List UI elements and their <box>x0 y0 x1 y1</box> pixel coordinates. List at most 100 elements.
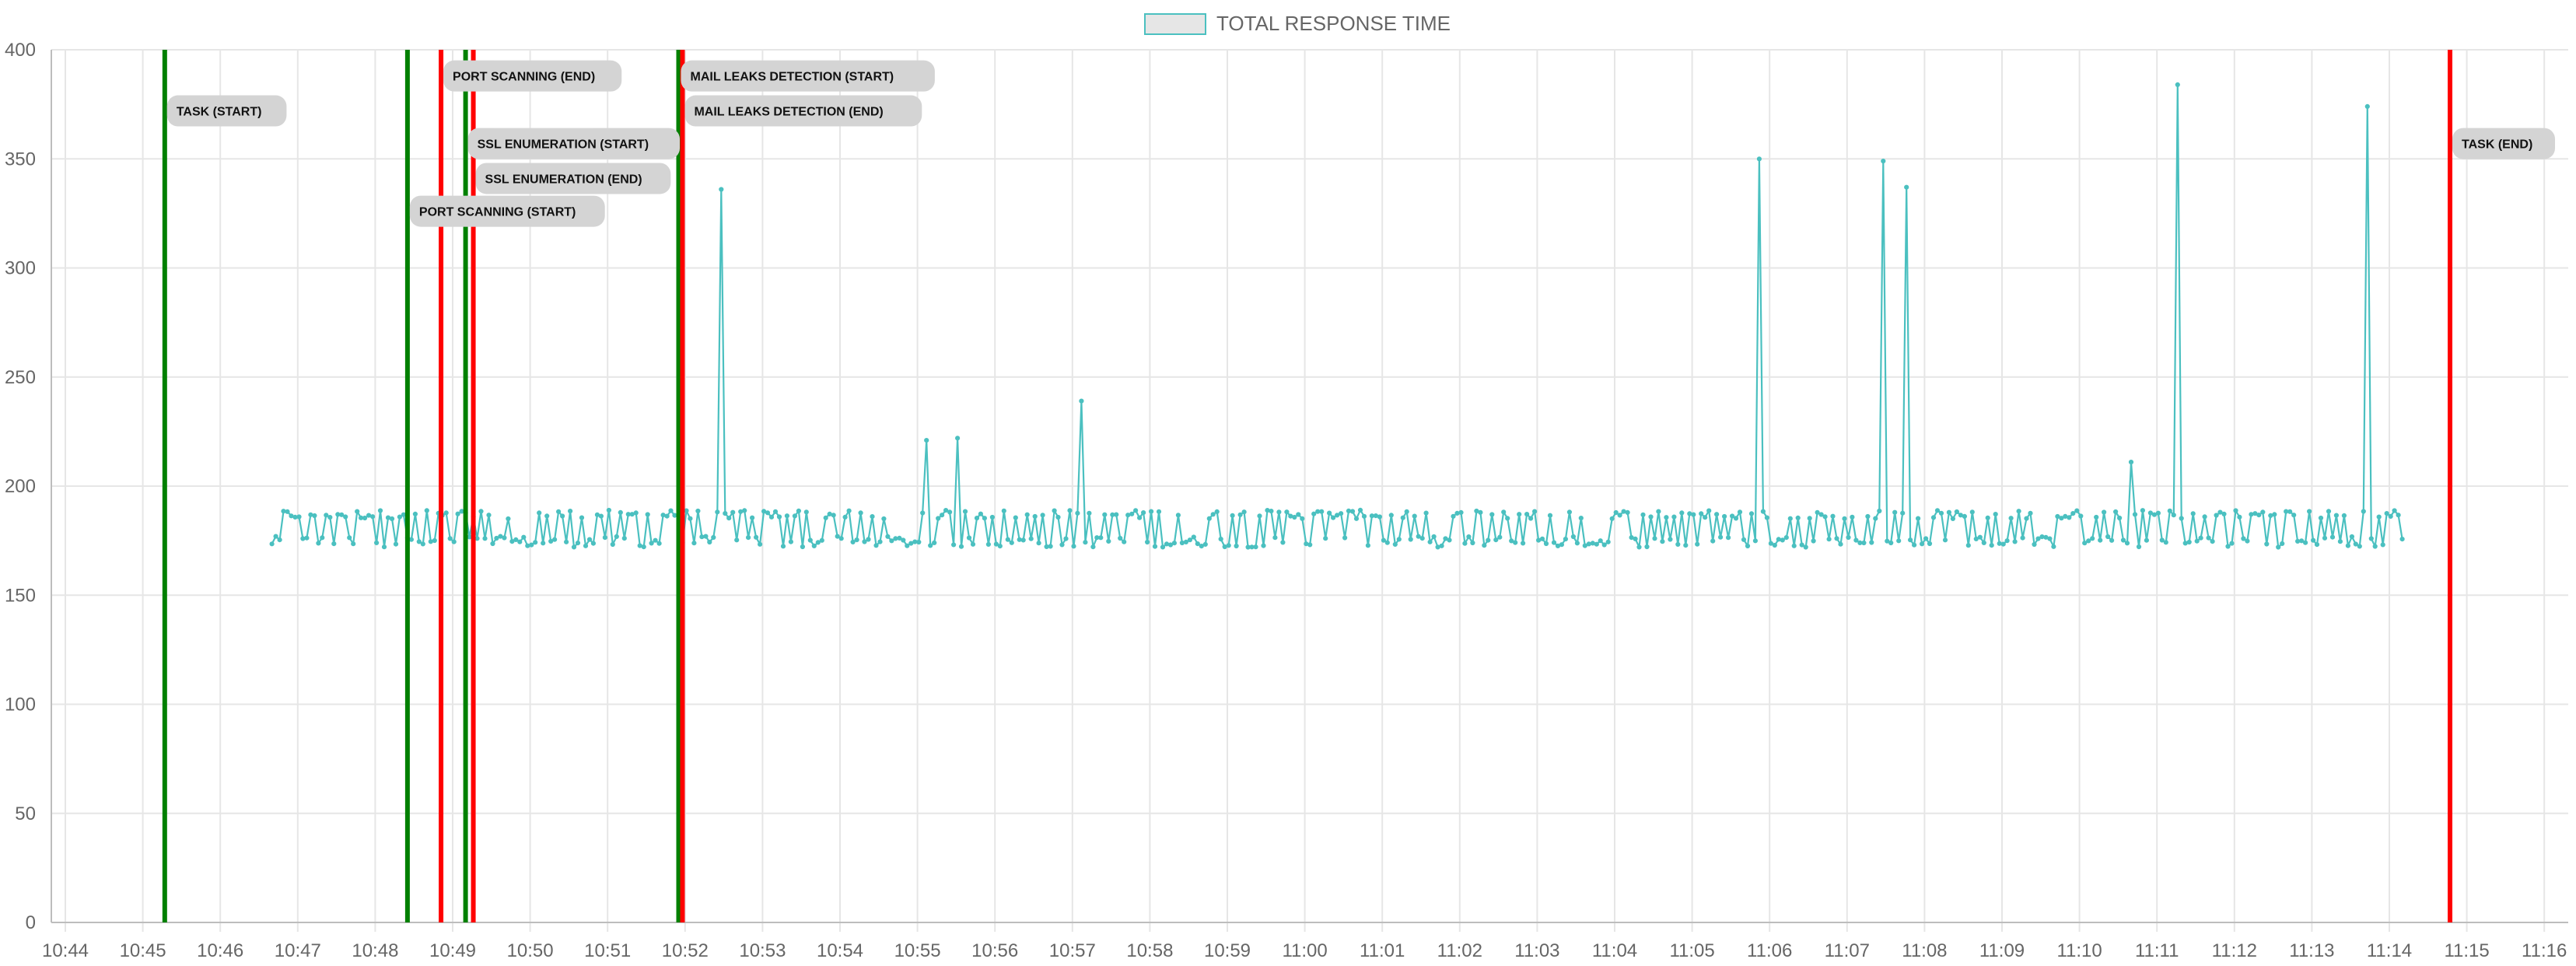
response-time-point <box>428 539 433 544</box>
response-time-point <box>606 507 612 513</box>
response-time-point <box>490 541 495 547</box>
response-time-point <box>1973 536 1979 542</box>
response-time-point <box>1063 536 1069 541</box>
response-time-point <box>1869 540 1874 545</box>
response-time-point <box>838 536 844 541</box>
response-time-point <box>1888 540 1894 546</box>
response-time-point <box>2287 509 2293 514</box>
annotation-layer: TASK (START) PORT SCANNING (START) PORT SC… <box>166 60 2556 227</box>
response-time-point <box>1369 513 1375 519</box>
response-time-point <box>768 514 775 520</box>
response-time-point <box>401 512 407 517</box>
response-time-point <box>1493 537 1499 543</box>
response-time-point <box>1454 510 1460 516</box>
response-time-point <box>273 534 278 539</box>
response-time-point <box>1339 511 1344 516</box>
event-marker-label: MAIL LEAKS DETECTION (START) <box>681 60 935 92</box>
x-tick-label: 11:12 <box>2212 940 2257 961</box>
response-time-point <box>1392 541 1398 548</box>
response-time-point <box>2098 537 2103 543</box>
response-time-point <box>1079 398 1084 404</box>
response-time-point <box>1946 509 1951 515</box>
response-time-point <box>459 509 464 514</box>
response-time-point <box>1199 544 1204 549</box>
response-time-point <box>2132 512 2138 517</box>
response-time-point <box>1346 508 1352 514</box>
x-tick-label: 11:15 <box>2444 940 2489 961</box>
response-time-point <box>556 509 562 514</box>
event-marker-label: SSL ENUMERATION (END) <box>475 163 671 194</box>
response-time-point <box>870 514 875 520</box>
response-time-point <box>1861 540 1867 546</box>
response-time-point <box>416 539 422 544</box>
response-time-point <box>1652 536 1657 541</box>
response-time-point <box>889 538 894 544</box>
response-time-point <box>1032 513 1038 520</box>
response-time-point <box>1578 516 1584 521</box>
x-tick-label: 10:46 <box>197 940 243 961</box>
response-time-point <box>1768 541 1773 546</box>
response-time-point <box>1920 541 1925 547</box>
response-time-point <box>300 536 306 541</box>
x-tick-label: 11:02 <box>1437 940 1482 961</box>
response-time-point <box>955 436 961 441</box>
response-time-point <box>324 513 329 518</box>
response-time-point <box>320 535 325 541</box>
response-time-point <box>1799 542 1804 548</box>
response-time-point <box>1958 513 1963 518</box>
response-time-point <box>2000 541 2006 547</box>
response-time-point <box>1094 535 1100 541</box>
response-time-point <box>1234 543 1239 549</box>
response-time-point <box>1826 537 1832 542</box>
response-time-point <box>1284 509 1290 515</box>
response-time-point <box>281 509 286 514</box>
response-time-point <box>2368 536 2374 541</box>
response-time-point <box>2237 514 2242 520</box>
response-time-point <box>1668 537 1673 542</box>
response-time-point <box>1462 541 1468 546</box>
response-time-point <box>1640 512 1646 517</box>
response-time-point <box>1164 541 1170 547</box>
response-time-point <box>347 535 352 541</box>
response-time-point <box>1323 536 1328 541</box>
response-time-point <box>796 508 802 514</box>
response-time-point <box>289 513 294 519</box>
response-time-point <box>564 539 569 544</box>
response-time-point <box>1547 513 1553 518</box>
response-time-point <box>1722 513 1727 520</box>
response-time-point <box>858 510 863 516</box>
response-time-point <box>1942 537 1948 543</box>
response-time-point <box>1451 513 1456 519</box>
event-label-text: PORT SCANNING (START) <box>419 206 576 219</box>
response-time-point <box>854 537 859 543</box>
response-time-point <box>2241 536 2246 541</box>
response-time-point <box>905 543 910 548</box>
response-time-point <box>726 516 732 521</box>
response-time-point <box>831 513 836 518</box>
response-time-point <box>1304 541 1309 547</box>
response-time-point <box>1586 541 1591 547</box>
chart-legend[interactable]: TOTAL RESPONSE TIME <box>1144 12 1451 35</box>
response-time-point <box>1269 509 1274 514</box>
response-time-point <box>1904 184 1909 190</box>
response-time-point <box>2067 515 2072 520</box>
response-time-point <box>738 509 744 514</box>
response-time-point <box>494 535 499 541</box>
response-time-point <box>1017 537 1022 542</box>
response-time-point <box>807 537 813 543</box>
response-time-point <box>1613 509 1619 516</box>
x-tick-label: 10:51 <box>584 940 631 961</box>
response-time-point <box>1532 509 1538 514</box>
response-time-point <box>916 539 922 545</box>
response-time-point <box>455 511 460 516</box>
response-time-point <box>1482 543 1487 548</box>
response-time-point <box>1241 509 1247 515</box>
response-time-point <box>1807 516 1812 521</box>
response-time-point <box>397 514 403 520</box>
response-time-point <box>707 539 712 545</box>
response-time-point <box>823 515 828 520</box>
response-time-point <box>1443 536 1448 541</box>
response-time-point <box>2225 544 2231 549</box>
response-time-point <box>719 187 724 192</box>
response-time-point <box>1679 510 1685 516</box>
